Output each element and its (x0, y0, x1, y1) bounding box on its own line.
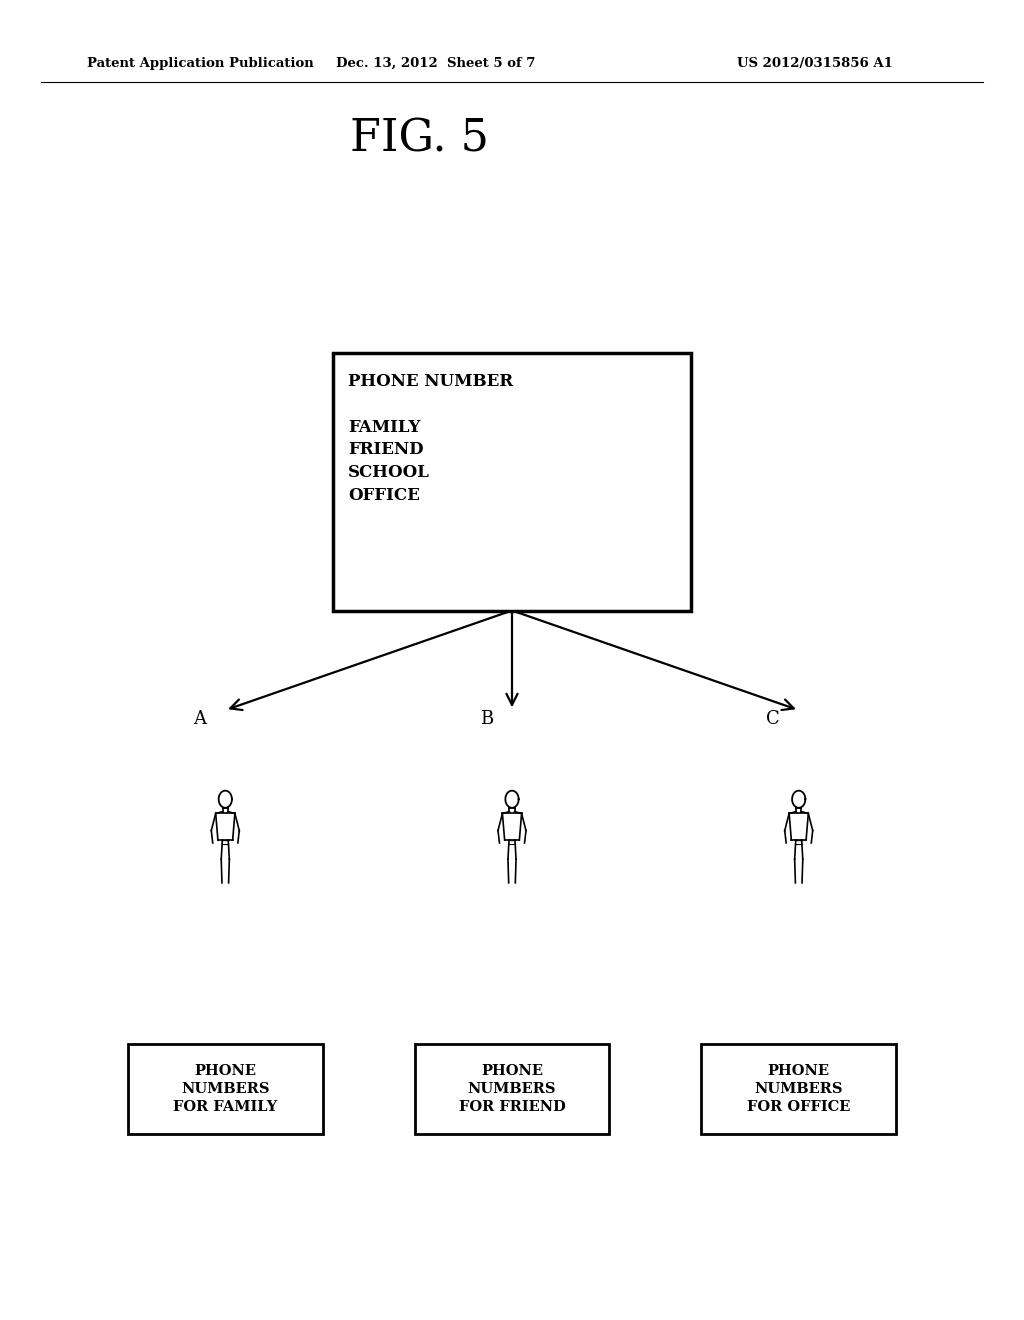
Text: A: A (194, 710, 206, 729)
Text: PHONE
NUMBERS
FOR OFFICE: PHONE NUMBERS FOR OFFICE (748, 1064, 850, 1114)
Text: C: C (766, 710, 780, 729)
Text: US 2012/0315856 A1: US 2012/0315856 A1 (737, 57, 893, 70)
Text: Dec. 13, 2012  Sheet 5 of 7: Dec. 13, 2012 Sheet 5 of 7 (336, 57, 535, 70)
Text: B: B (480, 710, 493, 729)
Text: PHONE
NUMBERS
FOR FRIEND: PHONE NUMBERS FOR FRIEND (459, 1064, 565, 1114)
FancyBboxPatch shape (128, 1044, 323, 1134)
FancyBboxPatch shape (701, 1044, 896, 1134)
Text: Patent Application Publication: Patent Application Publication (87, 57, 313, 70)
Text: PHONE
NUMBERS
FOR FAMILY: PHONE NUMBERS FOR FAMILY (173, 1064, 278, 1114)
Text: PHONE NUMBER

FAMILY
FRIEND
SCHOOL
OFFICE: PHONE NUMBER FAMILY FRIEND SCHOOL OFFICE (348, 372, 513, 504)
FancyBboxPatch shape (333, 354, 691, 610)
FancyBboxPatch shape (415, 1044, 609, 1134)
Text: FIG. 5: FIG. 5 (350, 117, 489, 160)
